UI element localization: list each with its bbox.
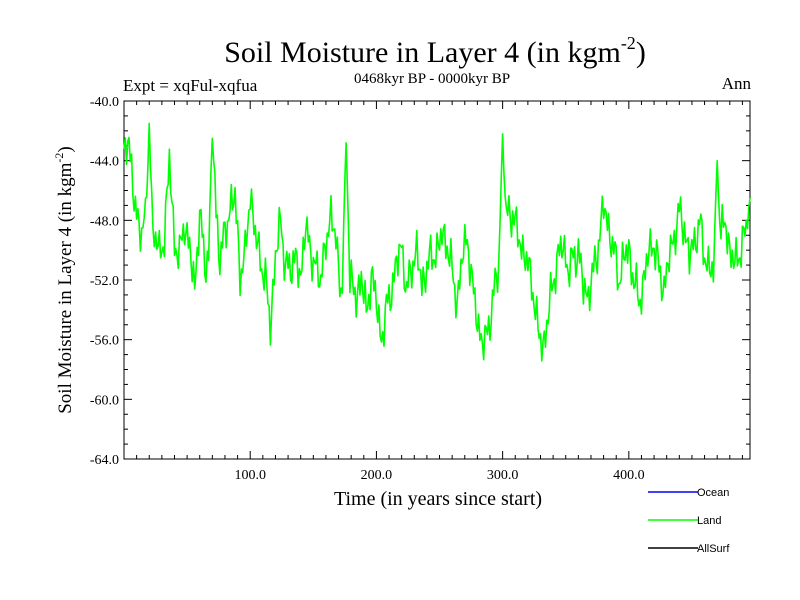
season-label: Ann [722, 74, 752, 93]
chart-title-main: Soil Moisture in Layer 4 (in kgm [224, 36, 621, 69]
chart-title-close: ) [636, 36, 646, 69]
chart-title: Soil Moisture in Layer 4 (in kgm-2) [224, 33, 646, 69]
x-tick-label: 400.0 [613, 468, 645, 483]
y-tick-label: -48.0 [90, 214, 119, 229]
legend-label-allsurf: AllSurf [697, 543, 730, 555]
y-tick-label: -52.0 [90, 274, 119, 289]
y-axis-label: Soil Moisture in Layer 4 (in kgm-2) [52, 146, 76, 414]
y-axis-label-close: ) [55, 146, 76, 152]
chart-title-superscript: -2 [621, 33, 636, 53]
chart-subtitle: 0468kyr BP - 0000kyr BP [354, 71, 510, 87]
legend-label-land: Land [697, 515, 721, 527]
y-axis-label-main: Soil Moisture in Layer 4 (in kgm [55, 162, 76, 413]
legend-label-ocean: Ocean [697, 487, 729, 499]
y-tick-label: -64.0 [90, 453, 119, 468]
plot-frame [123, 100, 751, 460]
experiment-label: Expt = xqFul-xqfua [123, 76, 258, 95]
x-tick-label: 300.0 [487, 468, 519, 483]
series-line-land [123, 122, 751, 362]
legend: Ocean Land AllSurf [648, 487, 730, 555]
axis-ticks: -40.0 -44.0 -48.0 -52.0 -56.0 -60.0 -64.0 100.0… [90, 95, 750, 483]
y-tick-label: -60.0 [90, 393, 119, 408]
y-tick-label: -44.0 [90, 155, 119, 170]
x-tick-label: 100.0 [234, 468, 266, 483]
x-axis-label: Time (in years since start) [334, 488, 542, 510]
series-layer [123, 122, 751, 362]
y-axis-label-superscript: -2 [52, 153, 66, 163]
x-tick-label: 200.0 [361, 468, 393, 483]
y-tick-label: -56.0 [90, 334, 119, 349]
y-tick-label: -40.0 [90, 95, 119, 110]
